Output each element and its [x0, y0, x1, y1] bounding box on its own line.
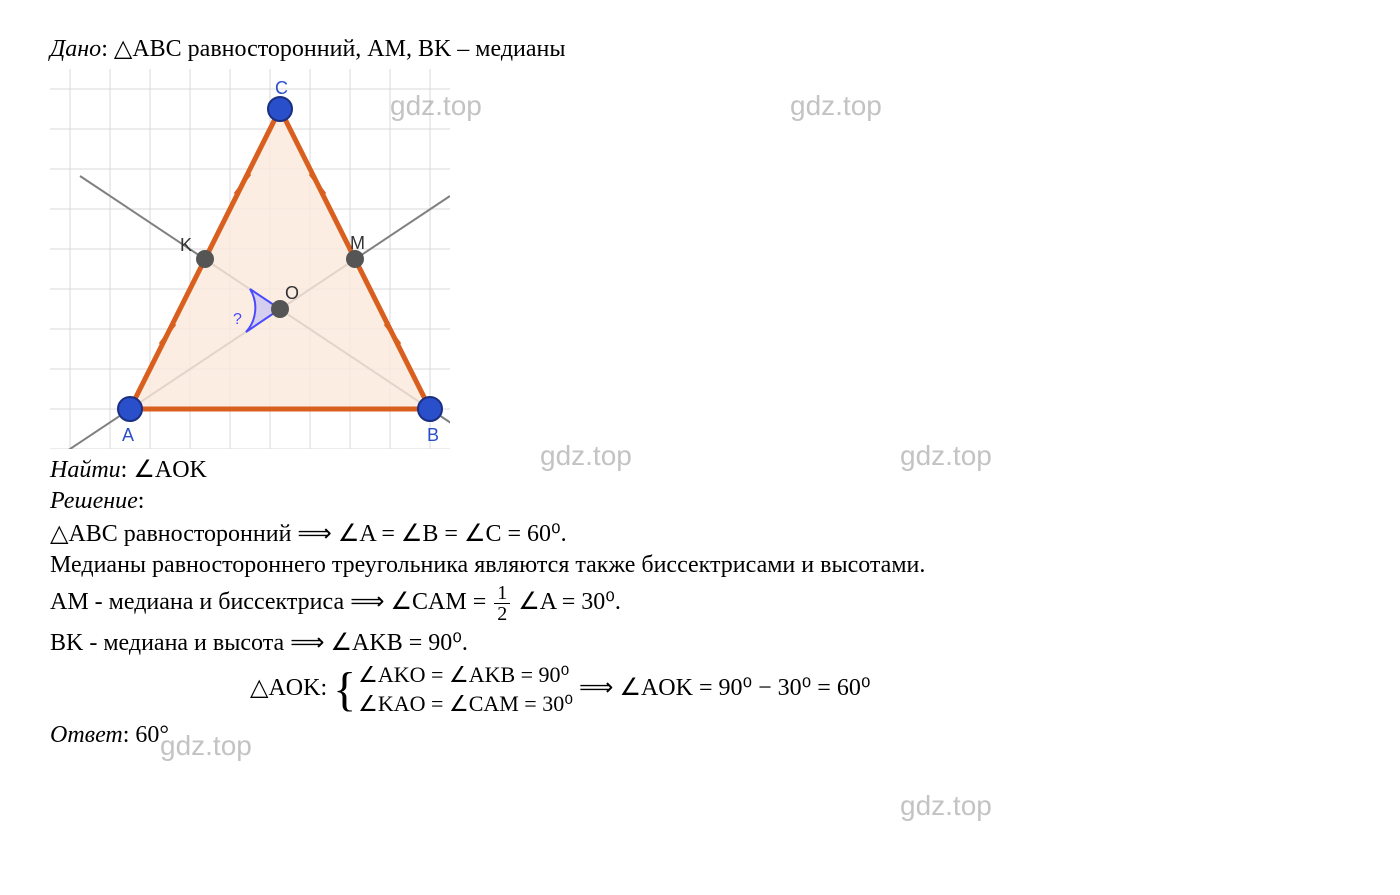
solution-label: Решение: [50, 488, 138, 514]
label-K: K: [180, 235, 192, 255]
label-A: A: [122, 425, 134, 445]
line3-pre: AM - медиана и биссектриса ⟹ ∠CAM =: [50, 589, 492, 615]
result-text: ⟹ ∠AOK = 90⁰ − 30⁰ = 60⁰: [579, 675, 870, 701]
answer-line: Ответ: 60°: [50, 722, 1350, 749]
solution-line-3: AM - медиана и биссектриса ⟹ ∠CAM = 1 2 …: [50, 583, 1350, 624]
triangle-AOK-label: △AOK:: [250, 675, 327, 701]
solution-heading: Решение:: [50, 488, 1350, 515]
cases-group: { ∠AKO = ∠AKB = 90⁰ ∠KAO = ∠CAM = 30⁰: [333, 661, 573, 718]
find-text: : ∠AOK: [121, 457, 207, 483]
triangle-diagram-svg: C A B K M O ?: [50, 69, 450, 449]
fraction-denominator: 2: [494, 604, 510, 624]
fraction-one-half: 1 2: [494, 583, 510, 624]
given-line: Дано: △ABC равносторонний, AM, BK – меди…: [50, 34, 1350, 63]
solution-colon: :: [138, 488, 145, 514]
line3-post: ∠A = 30⁰.: [518, 589, 621, 615]
case-2: ∠KAO = ∠CAM = 30⁰: [358, 691, 573, 716]
point-C: [268, 97, 292, 121]
case-1: ∠AKO = ∠AKB = 90⁰: [358, 662, 569, 687]
find-line: Найти: ∠AOK: [50, 455, 1350, 484]
geometry-figure: C A B K M O ?: [50, 69, 1350, 449]
point-B: [418, 397, 442, 421]
watermark: gdz.top: [900, 790, 992, 822]
answer-text: : 60°: [123, 722, 169, 748]
label-O: O: [285, 283, 299, 303]
answer-label: Ответ: [50, 722, 123, 748]
point-K: [196, 250, 214, 268]
find-label: Найти: [50, 457, 121, 483]
fraction-numerator: 1: [494, 583, 510, 604]
solution-line-2: Медианы равностороннего треугольника явл…: [50, 552, 1350, 579]
given-label: Дано: [50, 36, 101, 62]
solution-line-1: △ABC равносторонний ⟹ ∠A = ∠B = ∠C = 60⁰…: [50, 519, 1350, 548]
solution-line-4: BK - медиана и высота ⟹ ∠AKB = 90⁰.: [50, 628, 1350, 657]
label-M: M: [350, 233, 365, 253]
triangle-fill: [130, 109, 430, 409]
angle-question-mark: ?: [233, 311, 242, 328]
cases-content: ∠AKO = ∠AKB = 90⁰ ∠KAO = ∠CAM = 30⁰: [358, 661, 573, 718]
left-brace-icon: {: [333, 666, 356, 714]
label-B: B: [427, 425, 439, 445]
label-C: C: [275, 78, 288, 98]
given-text: : △ABC равносторонний, AM, BK – медианы: [101, 36, 565, 62]
solution-line-5: △AOK: { ∠AKO = ∠AKB = 90⁰ ∠KAO = ∠CAM = …: [250, 661, 1350, 718]
point-A: [118, 397, 142, 421]
